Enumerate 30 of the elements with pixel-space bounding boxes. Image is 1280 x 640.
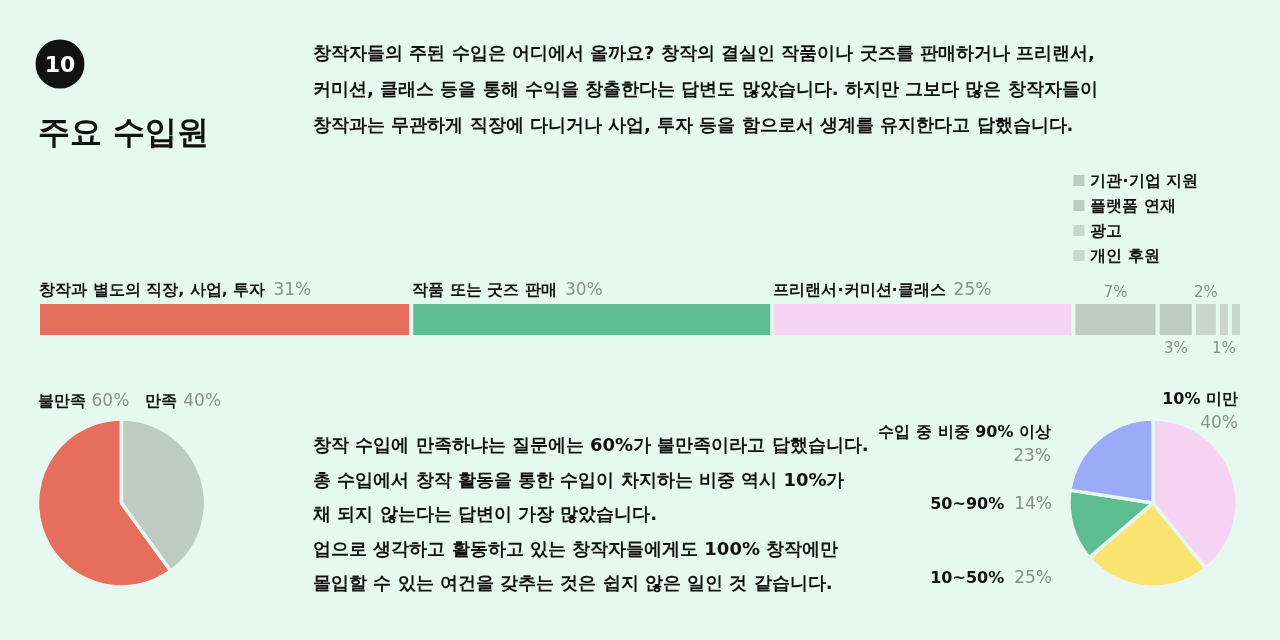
chart-title: 주요 수입원 bbox=[38, 113, 210, 151]
series-label: 프리랜서·커미션·클래스 bbox=[773, 280, 946, 299]
slice-label: 만족 bbox=[145, 391, 178, 410]
series-label: 작품 또는 굿즈 판매 bbox=[412, 280, 557, 299]
text: 창작 수입에 만족하냐는 질문에는 60%가 불만족이라고 답했습니다. 총 수입에서 창작 활동을 통한 수입이 차지하는 비중 역시 10%가 채 되지 않는다는 답변이 가장 많았습니다. 업으로 생각하고 활동하고 있는 창작자들에게도 100% 창작에만 몰입할 수 있는 여건을 갖추는 것은 쉽지 않은 일인 것 같습니다. bbox=[313, 434, 869, 593]
data-label: 2% bbox=[1193, 283, 1218, 301]
slice-label: 50~90% bbox=[930, 494, 1005, 513]
slice-label: 불만족 bbox=[37, 391, 86, 410]
slice-label: 10~50% bbox=[930, 568, 1005, 587]
legend-label: 기관·기업 지원 bbox=[1090, 171, 1199, 190]
text: 10 bbox=[44, 52, 76, 77]
data-label: 1% bbox=[1212, 339, 1236, 357]
data-label: 60% bbox=[91, 390, 130, 410]
legend-label: 플랫폼 연재 bbox=[1090, 196, 1177, 215]
data-label: 7% bbox=[1103, 283, 1128, 301]
legend-label: 광고 bbox=[1090, 221, 1123, 240]
data-label: 23% bbox=[1013, 445, 1051, 465]
data-label: 14% bbox=[1014, 493, 1052, 513]
data-label: 3% bbox=[1163, 339, 1188, 357]
legend-label: 개인 후원 bbox=[1090, 246, 1161, 265]
data-label: 40% bbox=[183, 390, 222, 410]
slice-label: 10% 미만 bbox=[1162, 389, 1238, 408]
data-label: 40% bbox=[1200, 412, 1238, 432]
data-label: 30% bbox=[564, 279, 603, 299]
series-label: 창작과 별도의 직장, 사업, 투자 bbox=[39, 280, 266, 299]
text: 창작자들의 주된 수입은 어디에서 올까요? 창작의 결실인 작품이나 굿즈를 판매하거나 프리랜서, 커미션, 클래스 등을 통해 수익을 창출한다는 답변도 많았습니다. 하지만 그보다 많은 창작자들이 창작과는 무관하게 직장에 다니거나 사업, 투자 등을 함으로서 생계를 유지한다고 답했습니다. bbox=[313, 42, 1098, 135]
slice-label: 수입 중 비중 90% 이상 bbox=[878, 422, 1051, 441]
data-label: 31% bbox=[273, 279, 312, 299]
data-label: 25% bbox=[1014, 567, 1052, 587]
data-label: 25% bbox=[953, 279, 992, 299]
